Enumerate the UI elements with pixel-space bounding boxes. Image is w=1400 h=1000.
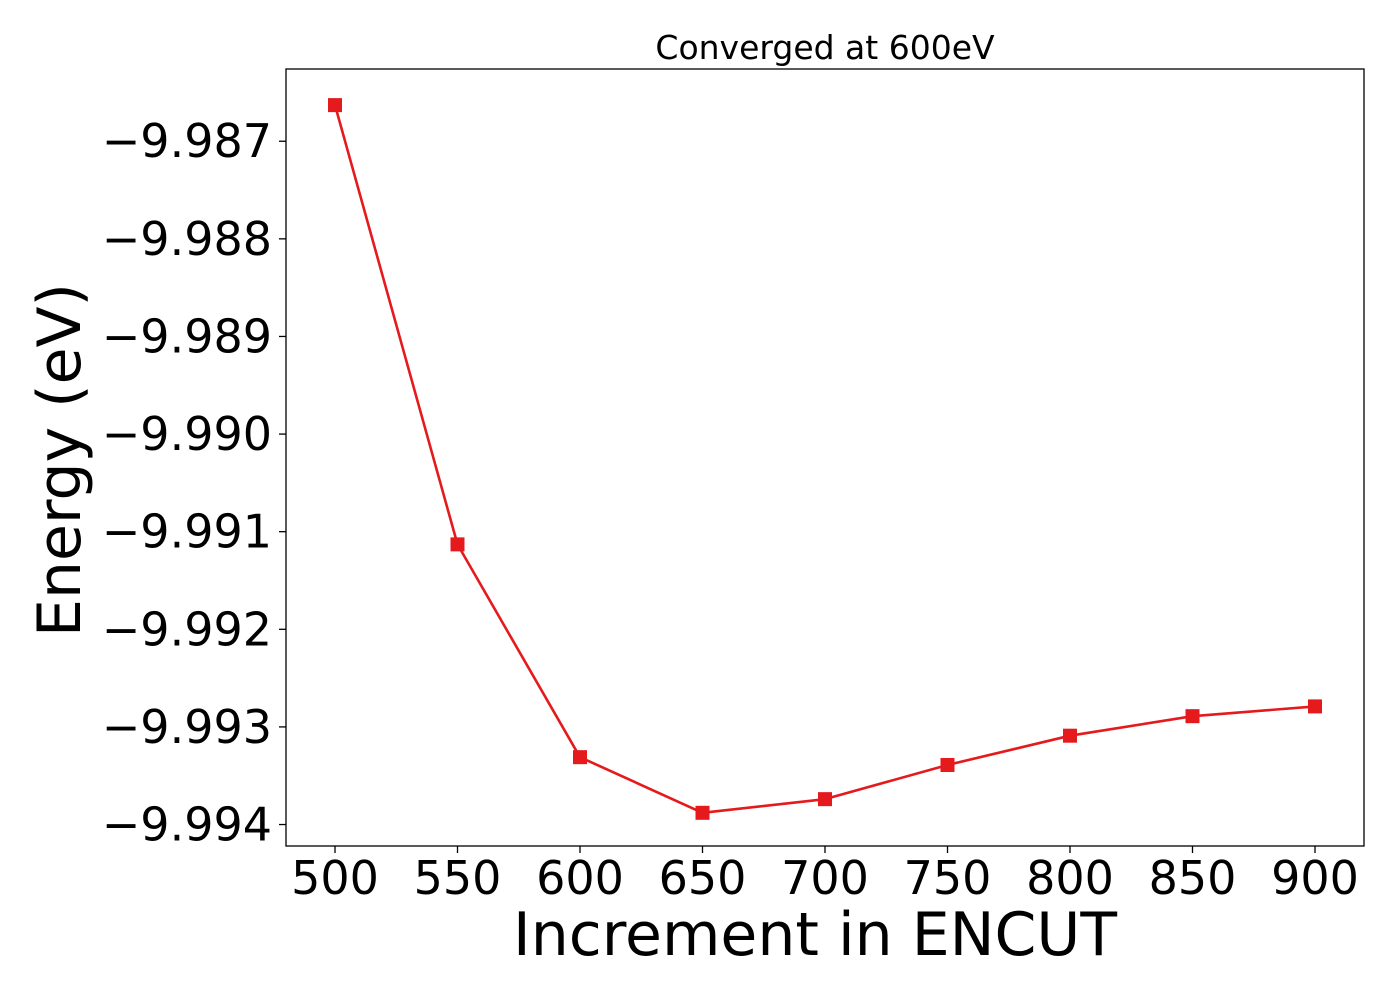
x-axis-title: Increment in ENCUT (513, 900, 1117, 970)
plot-area (285, 68, 1365, 847)
data-point-marker (1063, 728, 1077, 743)
y-tick-label: −9.993 (102, 700, 272, 754)
y-tick-label: −9.991 (102, 505, 272, 559)
chart-title: Converged at 600eV (655, 28, 995, 67)
y-axis: −9.987 −9.988 −9.989 −9.990 −9.991 −9.992 −9.9… (102, 114, 286, 852)
y-axis-title: Energy (eV) (25, 283, 95, 637)
x-tick-label: 650 (659, 851, 747, 905)
y-tick-label: −9.987 (102, 114, 272, 168)
x-tick-label: 850 (1149, 851, 1237, 905)
x-tick-label: 700 (781, 851, 869, 905)
data-point-marker (573, 750, 587, 765)
y-tick-label: −9.988 (102, 212, 272, 266)
x-axis: 500 550 600 650 700 750 800 850 900 (291, 846, 1359, 905)
y-tick-label: −9.994 (102, 798, 272, 852)
data-point-marker (328, 98, 342, 113)
x-tick-label: 750 (904, 851, 992, 905)
series-layer (328, 98, 1322, 820)
x-tick-label: 500 (291, 851, 379, 905)
y-tick-label: −9.990 (102, 407, 272, 461)
x-tick-label: 800 (1026, 851, 1114, 905)
data-point-marker (818, 792, 832, 807)
x-tick-label: 900 (1271, 851, 1359, 905)
series-line (333, 104, 1316, 815)
y-tick-label: −9.989 (102, 309, 272, 363)
data-point-marker (1308, 699, 1322, 714)
y-tick-label: −9.992 (102, 602, 272, 656)
x-tick-label: 550 (414, 851, 502, 905)
data-point-marker (940, 757, 955, 772)
x-tick-label: 600 (536, 851, 624, 905)
data-point-marker (695, 805, 710, 820)
data-point-marker (1185, 709, 1200, 724)
data-point-marker (450, 537, 465, 552)
